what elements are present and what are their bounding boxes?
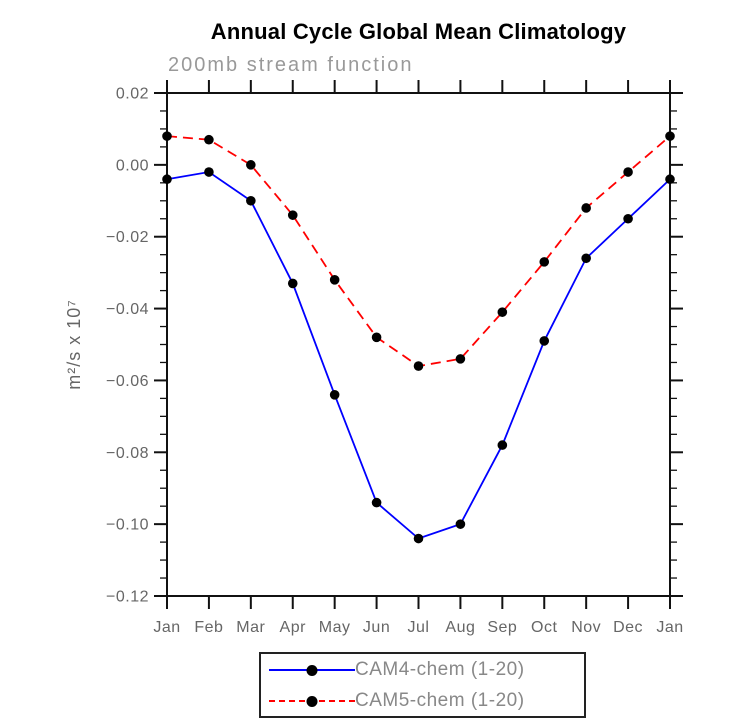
legend-label: CAM5-chem (1-20)	[355, 689, 525, 711]
chart-title: Annual Cycle Global Mean Climatology	[210, 19, 627, 44]
x-tick-label: Sep	[487, 619, 517, 636]
y-tick-label: −0.04	[106, 301, 149, 318]
y-tick-label: −0.12	[106, 589, 149, 606]
x-tick-label: Feb	[194, 619, 223, 636]
data-point	[371, 332, 382, 343]
legend-item-cam4-chem: CAM4-chem (1-20)	[269, 654, 584, 685]
legend-label: CAM4-chem (1-20)	[355, 658, 525, 680]
series-cam4-chem	[162, 167, 675, 544]
x-tick-label: Jan	[656, 619, 683, 636]
data-point	[455, 354, 466, 364]
x-tick-label: Aug	[445, 619, 475, 636]
y-tick-label: −0.10	[106, 517, 149, 534]
data-point	[287, 210, 298, 220]
data-point	[455, 519, 466, 529]
y-axis-title: m²/s x 10⁷	[64, 299, 84, 390]
data-point	[204, 167, 214, 177]
y-tick-label: −0.02	[106, 229, 149, 246]
data-point	[371, 497, 382, 508]
x-tick-label: May	[319, 619, 351, 636]
y-tick-label: −0.06	[106, 373, 149, 390]
data-point	[204, 134, 214, 145]
legend-line-sample-solid	[269, 664, 355, 676]
data-point	[329, 390, 340, 400]
data-point	[413, 361, 424, 371]
data-point	[246, 195, 256, 206]
data-point	[162, 174, 172, 185]
legend-item-cam5-chem: CAM5-chem (1-20)	[269, 685, 584, 716]
data-point	[246, 160, 256, 170]
x-tick-label: Jul	[408, 619, 430, 636]
data-point	[623, 167, 633, 177]
x-tick-label: Mar	[236, 619, 265, 636]
legend: CAM4-chem (1-20) CAM5-chem (1-20)	[259, 652, 586, 718]
data-point	[539, 336, 550, 346]
data-point	[539, 257, 550, 267]
data-point	[497, 440, 508, 450]
data-point	[665, 174, 675, 185]
data-point	[623, 213, 633, 224]
x-tick-label: Oct	[531, 619, 557, 636]
x-tick-label: Apr	[280, 619, 307, 636]
chart-subtitle: 200mb stream function	[168, 54, 414, 76]
data-point	[413, 533, 424, 544]
y-tick-label: 0.02	[116, 86, 149, 103]
series-cam5-chem	[162, 131, 675, 371]
y-tick-label: −0.08	[106, 445, 149, 462]
data-point	[665, 131, 675, 141]
y-tick-label: 0.00	[116, 157, 149, 174]
data-point	[329, 275, 340, 285]
x-tick-label: Jan	[153, 619, 180, 636]
legend-line-sample-dashed	[269, 695, 355, 707]
x-tick-label: Nov	[571, 619, 601, 636]
x-tick-label: Dec	[613, 619, 643, 636]
legend-marker-dot-icon	[306, 664, 318, 676]
legend-marker-dot-icon	[306, 695, 318, 707]
y-axis: 0.02 0.00 −0.02 −0.04 −0.06 −0.08 −0.10 −0.12	[106, 86, 683, 606]
data-point	[162, 131, 172, 141]
plot-border	[166, 92, 671, 597]
data-point	[581, 253, 591, 264]
x-tick-label: Jun	[363, 619, 390, 636]
data-point	[497, 307, 508, 317]
data-point	[581, 203, 591, 213]
series-line	[166, 171, 671, 540]
data-point	[287, 278, 298, 289]
x-axis: Jan Feb Mar Apr May Jun Jul Aug Sep Oct Nov Dec Jan	[153, 80, 683, 636]
